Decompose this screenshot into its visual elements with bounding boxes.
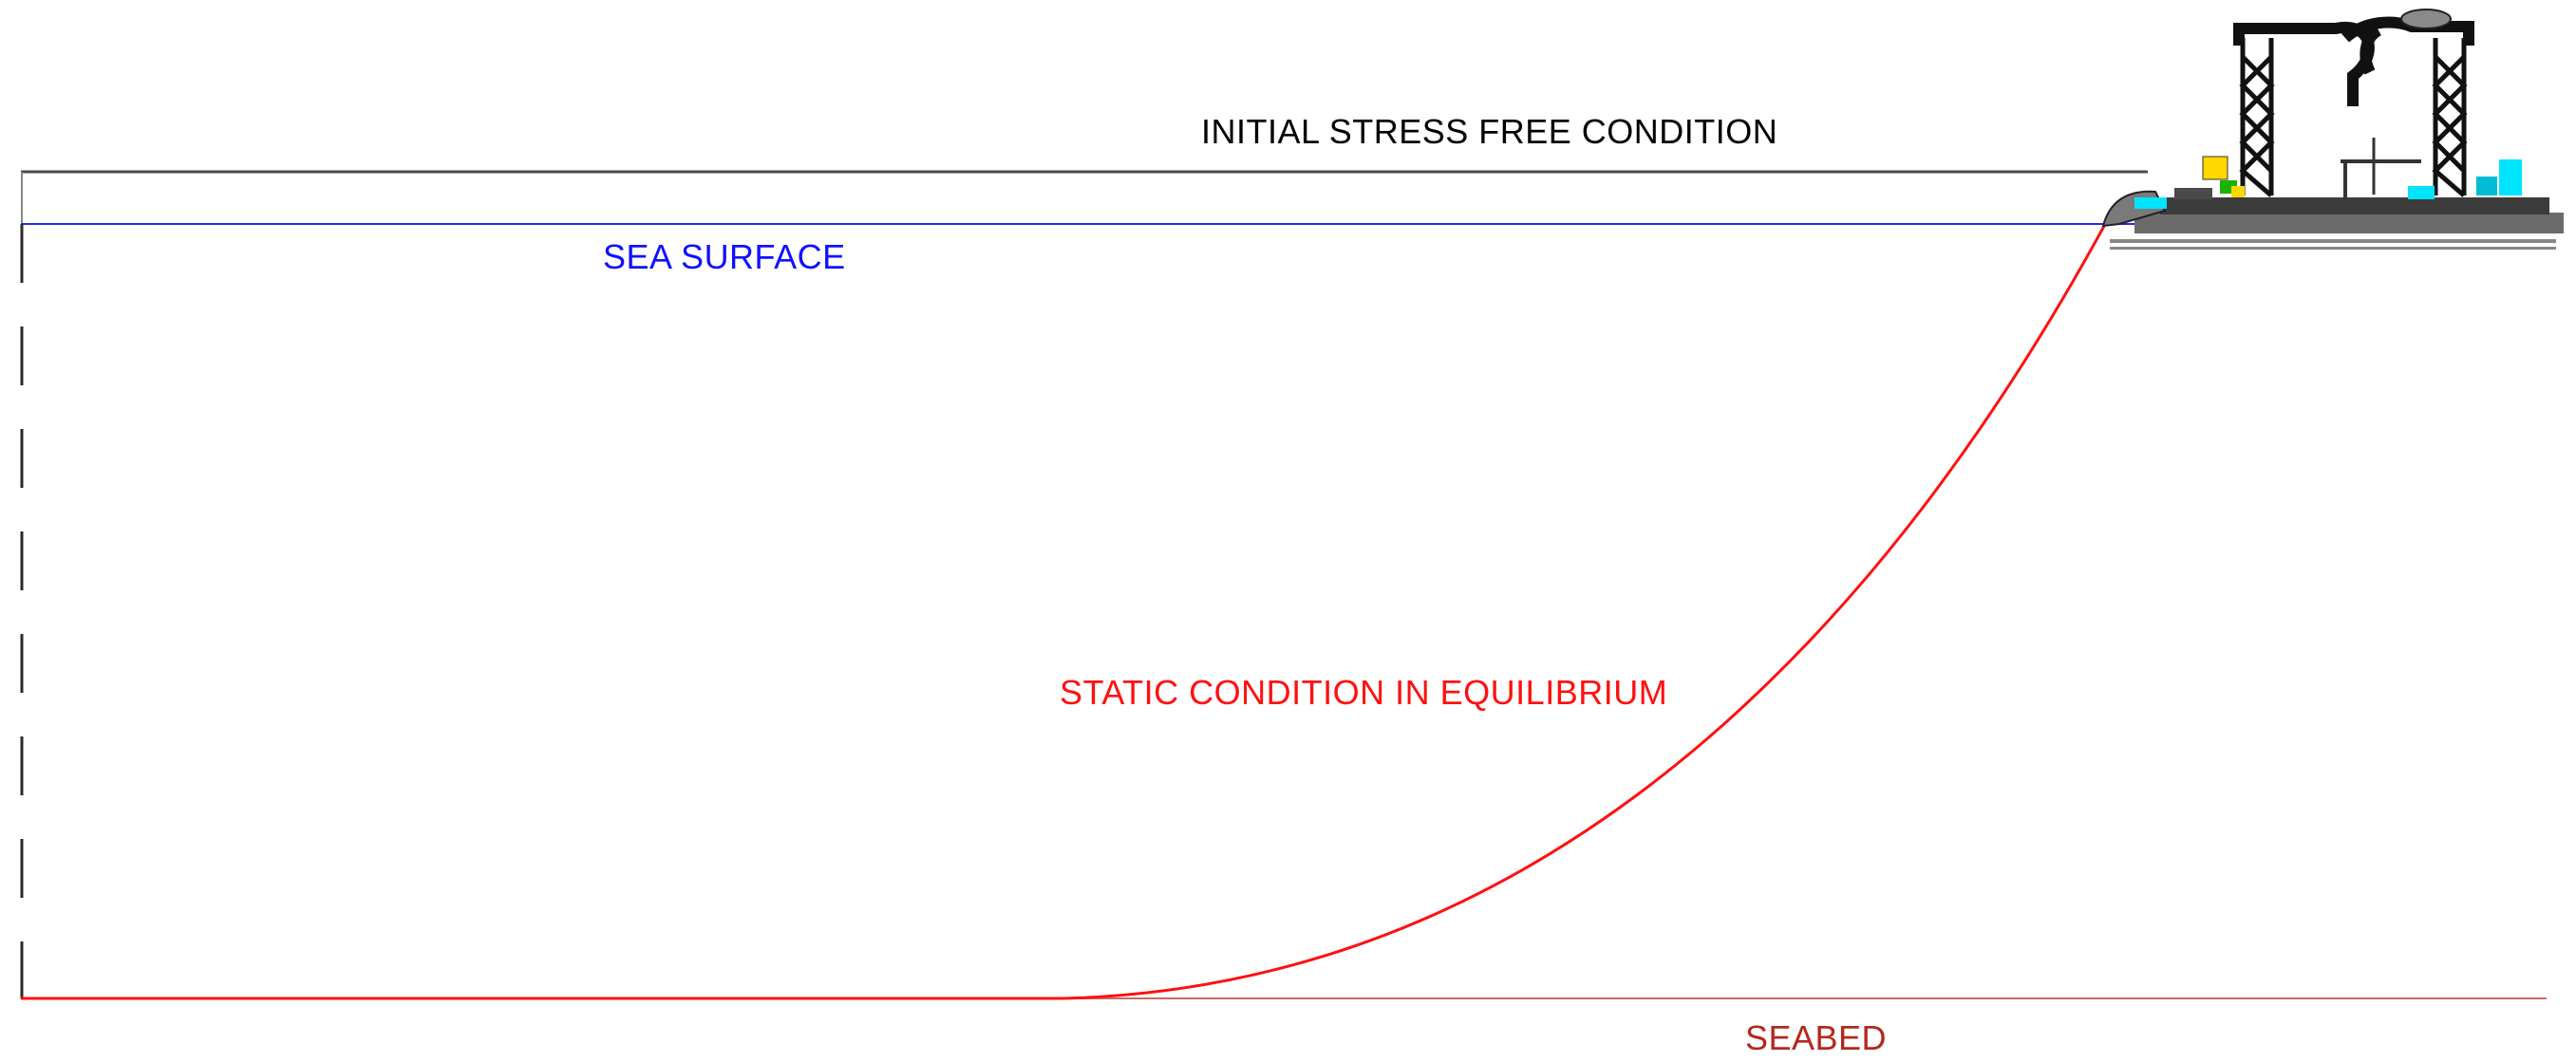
- static-equilibrium-catenary: [21, 199, 2149, 1000]
- pipelay-vessel-icon: [2101, 9, 2564, 250]
- vessel-equipment-cyan-2: [2408, 186, 2435, 199]
- vessel-deck: [2160, 197, 2549, 214]
- vessel-equipment-yellow-2: [2231, 186, 2245, 197]
- vessel-gantry-2: [2341, 16, 2474, 75]
- vessel-tower-right: [2432, 38, 2468, 197]
- vessel-equipment-box: [2174, 188, 2212, 199]
- vessel-equipment-cyan-4: [2476, 177, 2497, 196]
- vessel-equipment-yellow: [2202, 156, 2228, 180]
- vessel-tower-left: [2239, 38, 2275, 197]
- vessel-sheave: [2400, 9, 2452, 29]
- vessel-hull-markings: [2110, 239, 2556, 250]
- vessel-hull: [2134, 213, 2564, 233]
- static-condition-label: STATIC CONDITION IN EQUILIBRIUM: [1060, 673, 1667, 712]
- vessel-equipment-cyan-1: [2134, 197, 2167, 209]
- initial-stress-free-label: INITIAL STRESS FREE CONDITION: [1201, 112, 1777, 151]
- sea-surface-label: SEA SURFACE: [603, 237, 846, 276]
- seabed-label: SEABED: [1745, 1018, 1887, 1057]
- vessel-equipment-cyan-3: [2499, 159, 2522, 196]
